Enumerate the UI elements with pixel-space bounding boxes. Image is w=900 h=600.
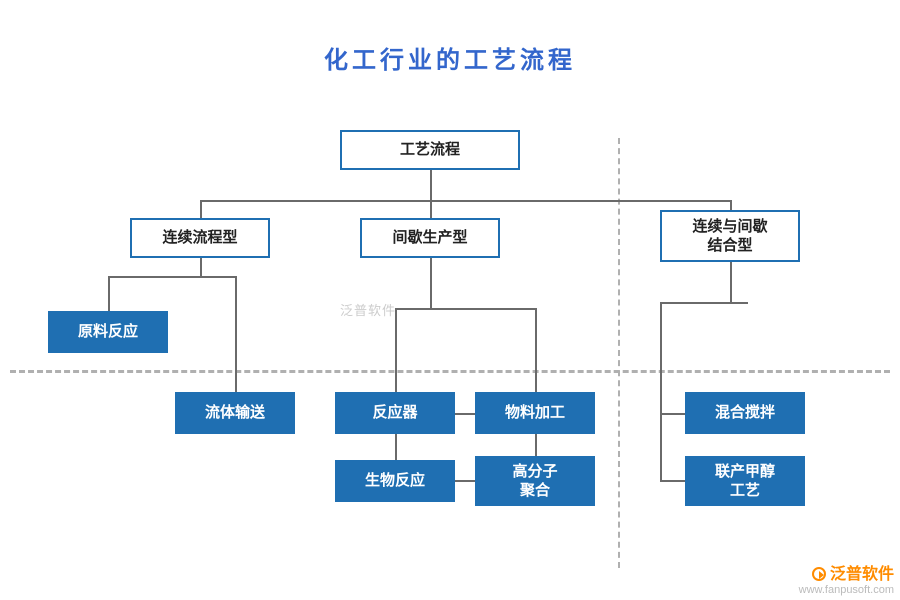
connector [200,258,202,276]
node-br3: 连续与间歇结合型 [660,210,800,262]
connector [430,170,432,200]
node-root: 工艺流程 [340,130,520,170]
connector [660,302,662,480]
node-b4: 高分子聚合 [475,456,595,506]
divider-horizontal [10,370,890,373]
connector [200,200,730,202]
watermark-corner: 泛普软件 www.fanpusoft.com [799,566,894,596]
node-b2: 物料加工 [475,392,595,434]
brand-url: www.fanpusoft.com [799,584,894,596]
node-b1: 反应器 [335,392,455,434]
brand-text: 泛普软件 [830,566,894,583]
connector [660,480,685,482]
watermark-center: 泛普软件 [340,300,396,319]
connector [660,413,685,415]
logo-icon [812,567,826,581]
connector [235,276,237,392]
connector [108,276,235,278]
divider-vertical [618,138,620,568]
connector [108,276,110,311]
connector [430,200,432,218]
node-c1: 混合搅拌 [685,392,805,434]
node-br1: 连续流程型 [130,218,270,258]
connector [730,262,732,302]
connector [730,200,732,210]
node-br2: 间歇生产型 [360,218,500,258]
node-c2: 联产甲醇工艺 [685,456,805,506]
node-b3: 生物反应 [335,460,455,502]
node-a2: 流体输送 [175,392,295,434]
connector [430,258,432,308]
connector [200,200,202,218]
page-title: 化工行业的工艺流程 [0,40,900,75]
connector [395,308,535,310]
connector [660,302,748,304]
node-a1: 原料反应 [48,311,168,353]
